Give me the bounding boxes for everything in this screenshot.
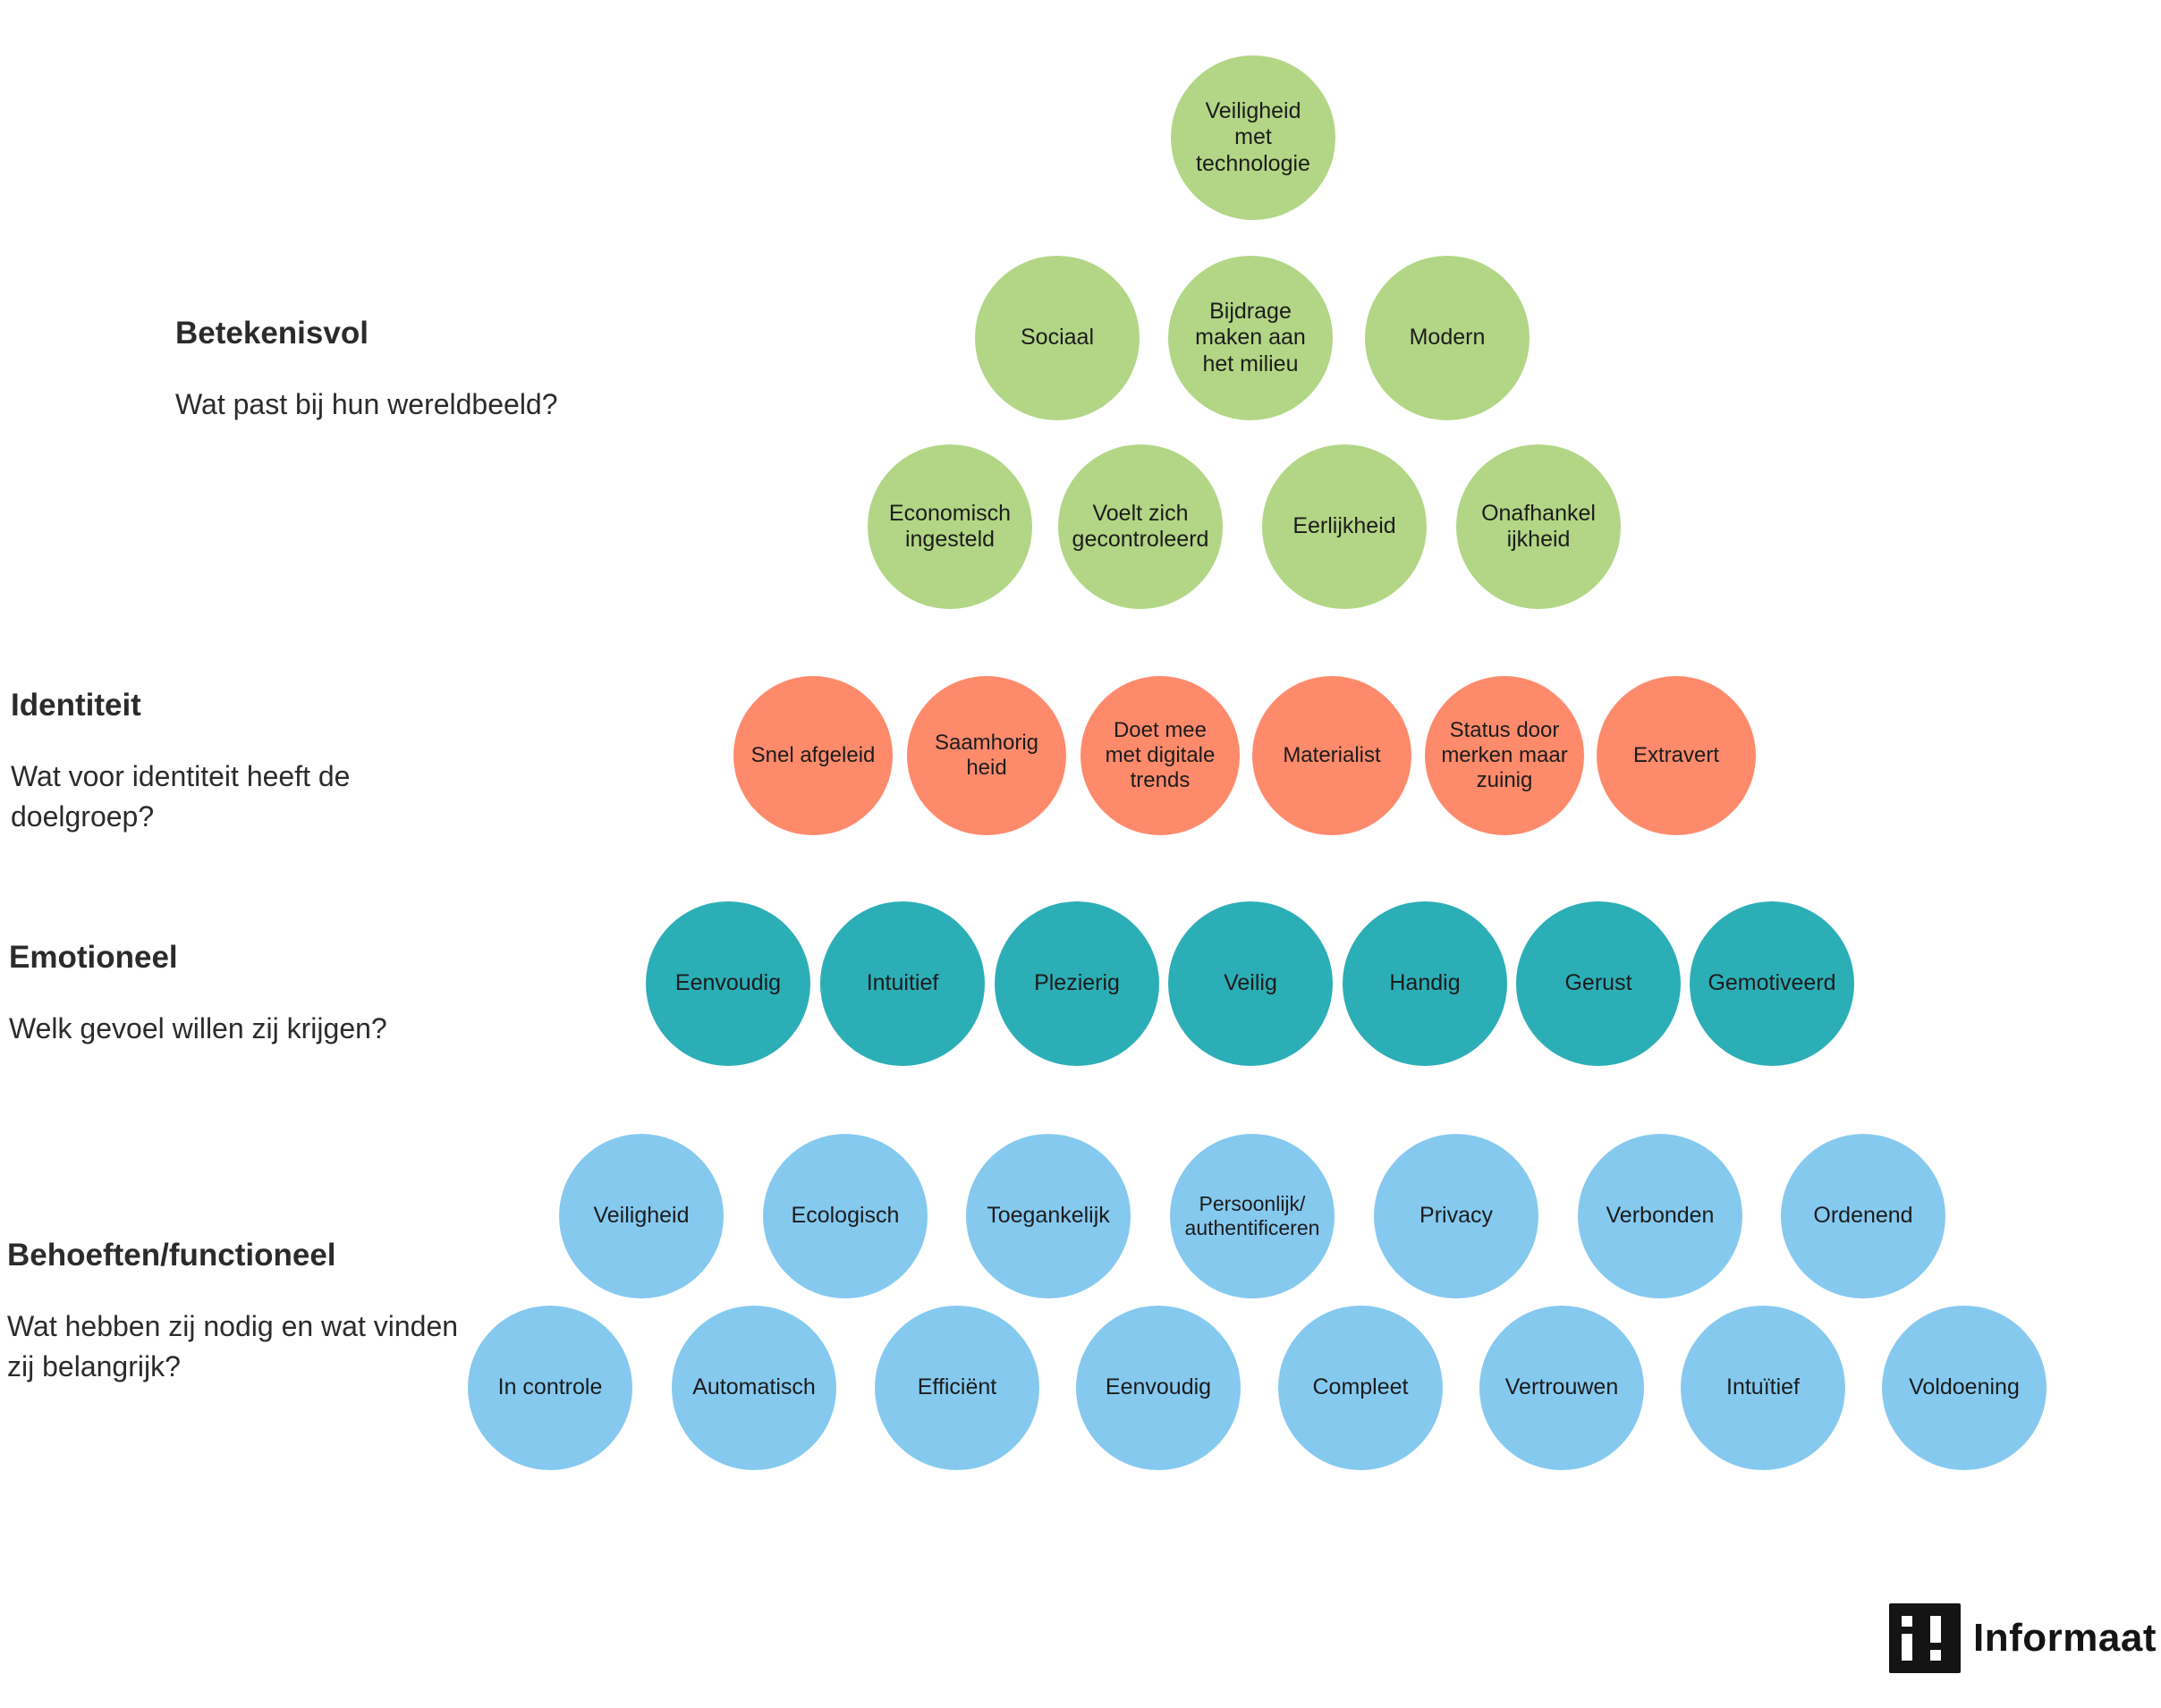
need-label: Doet mee met digitale trends	[1105, 717, 1216, 793]
need-label: Bijdrage maken aan het milieu	[1195, 298, 1306, 376]
need-circle: Automatisch	[672, 1306, 836, 1470]
need-label: In controle	[497, 1374, 603, 1400]
need-label: Ecologisch	[791, 1203, 900, 1229]
need-label: Saamhorig heid	[934, 730, 1039, 780]
need-label: Privacy	[1419, 1203, 1493, 1229]
level-label-identiteit: Identiteit Wat voor identiteit heeft de …	[11, 687, 476, 838]
informaat-logo-icon	[1889, 1603, 1961, 1673]
need-label: Intuitief	[866, 970, 939, 996]
need-label: Veiligheid met technologie	[1196, 97, 1310, 176]
need-label: Ordenend	[1813, 1203, 1913, 1229]
need-label: Voelt zich gecontroleerd	[1072, 500, 1209, 553]
level-label-emotioneel: Emotioneel Welk gevoel willen zij krijge…	[9, 939, 387, 1049]
need-circle: Vertrouwen	[1479, 1306, 1644, 1470]
need-circle: Plezierig	[995, 901, 1159, 1066]
level-title: Betekenisvol	[175, 316, 369, 351]
need-circle: Modern	[1365, 256, 1530, 420]
level-title: Emotioneel	[9, 940, 178, 975]
level-question: Welk gevoel willen zij krijgen?	[9, 1012, 387, 1044]
need-circle: Eenvoudig	[1076, 1306, 1241, 1470]
need-label: Modern	[1409, 325, 1486, 351]
need-label: Eenvoudig	[674, 970, 782, 996]
need-label: Veilig	[1224, 970, 1277, 996]
need-circle: Veiligheid met technologie	[1171, 55, 1335, 220]
level-question: Wat past bij hun wereldbeeld?	[175, 388, 558, 420]
need-label: Gerust	[1564, 970, 1632, 996]
need-label: Intuïtief	[1726, 1374, 1800, 1400]
need-label: Vertrouwen	[1504, 1374, 1619, 1400]
need-label: Economisch ingesteld	[888, 500, 1012, 553]
need-circle: Onafhankel ijkheid	[1456, 444, 1621, 609]
need-label: Persoonlijk/ authentificeren	[1184, 1191, 1320, 1239]
need-circle: Toegankelijk	[966, 1134, 1131, 1298]
need-label: Veiligheid	[593, 1203, 690, 1229]
need-circle: Gemotiveerd	[1690, 901, 1854, 1066]
need-circle: Compleet	[1278, 1306, 1443, 1470]
need-circle: Eerlijkheid	[1262, 444, 1427, 609]
need-label: Plezierig	[1034, 970, 1120, 996]
need-circle: Economisch ingesteld	[868, 444, 1032, 609]
need-label: Handig	[1389, 970, 1461, 996]
need-circle: Veilig	[1168, 901, 1333, 1066]
need-label: Onafhankel ijkheid	[1481, 500, 1596, 553]
need-circle: Snel afgeleid	[733, 676, 893, 835]
need-label: Eenvoudig	[1105, 1374, 1212, 1400]
need-circle: Saamhorig heid	[907, 676, 1066, 835]
need-circle: Materialist	[1252, 676, 1411, 835]
need-label: Verbonden	[1606, 1203, 1715, 1229]
informaat-logo: Informaat	[1889, 1603, 2157, 1673]
level-label-betekenisvol: Betekenisvol Wat past bij hun wereldbeel…	[175, 315, 558, 425]
level-label-behoeften: Behoeften/functioneel Wat hebben zij nod…	[7, 1237, 472, 1388]
need-circle: Voldoening	[1882, 1306, 2047, 1470]
need-circle: Efficiënt	[875, 1306, 1039, 1470]
need-label: Sociaal	[1021, 325, 1094, 351]
need-label: Efficiënt	[917, 1374, 997, 1400]
need-label: Compleet	[1312, 1374, 1409, 1400]
need-circle: In controle	[468, 1306, 632, 1470]
need-label: Toegankelijk	[987, 1203, 1110, 1229]
need-label: Automatisch	[692, 1374, 816, 1400]
need-label: Materialist	[1283, 742, 1381, 767]
need-circle: Privacy	[1374, 1134, 1538, 1298]
need-circle: Persoonlijk/ authentificeren	[1170, 1134, 1335, 1298]
need-label: Status door merken maar zuinig	[1441, 717, 1568, 793]
need-circle: Ordenend	[1781, 1134, 1945, 1298]
need-circle: Ecologisch	[763, 1134, 928, 1298]
need-label: Voldoening	[1909, 1374, 2020, 1400]
level-title: Behoeften/functioneel	[7, 1238, 336, 1273]
need-circle: Eenvoudig	[646, 901, 810, 1066]
need-label: Extravert	[1632, 742, 1720, 767]
need-label: Snel afgeleid	[750, 742, 876, 767]
need-circle: Handig	[1343, 901, 1507, 1066]
need-circle: Extravert	[1597, 676, 1756, 835]
level-question: Wat voor identiteit heeft de doelgroep?	[11, 760, 351, 833]
need-label: Gemotiveerd	[1708, 970, 1836, 996]
need-label: Eerlijkheid	[1292, 513, 1396, 539]
need-circle: Bijdrage maken aan het milieu	[1168, 256, 1333, 420]
need-circle: Intuitief	[820, 901, 985, 1066]
need-circle: Intuïtief	[1681, 1306, 1845, 1470]
level-title: Identiteit	[11, 688, 141, 723]
need-circle: Voelt zich gecontroleerd	[1058, 444, 1223, 609]
need-circle: Veiligheid	[559, 1134, 724, 1298]
logo-text: Informaat	[1973, 1616, 2157, 1660]
need-circle: Gerust	[1516, 901, 1681, 1066]
need-circle: Doet mee met digitale trends	[1080, 676, 1240, 835]
need-circle: Sociaal	[975, 256, 1140, 420]
need-circle: Verbonden	[1578, 1134, 1742, 1298]
level-question: Wat hebben zij nodig en wat vinden zij b…	[7, 1310, 459, 1383]
need-circle: Status door merken maar zuinig	[1425, 676, 1584, 835]
